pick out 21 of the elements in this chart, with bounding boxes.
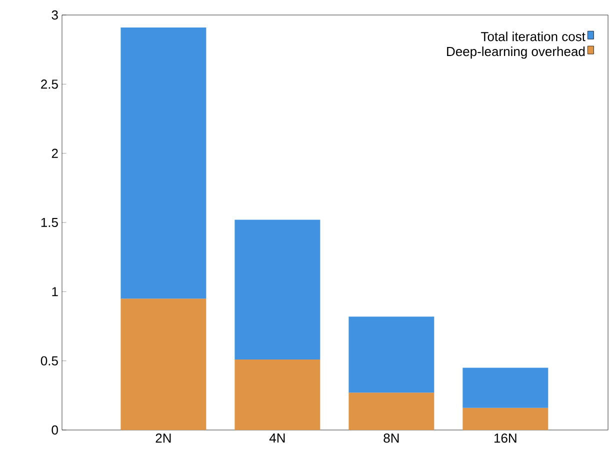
bar	[348, 316, 434, 393]
y-tick-label: 1.5	[41, 218, 58, 228]
bar	[348, 392, 434, 430]
y-tick-label: 2.5	[41, 80, 58, 89]
x-tick-label: 4N	[269, 434, 285, 442]
x-tick-label: 16N	[494, 434, 516, 443]
y-tick-label: 0.5	[40, 356, 58, 366]
bar	[120, 298, 206, 430]
bar	[234, 220, 320, 360]
y-tick-label: 3	[52, 10, 58, 20]
bar	[120, 27, 206, 299]
legend-label: Deep-learning overhead	[447, 46, 585, 59]
bar	[462, 368, 548, 408]
y-tick-label: 1	[52, 287, 58, 296]
y-tick-label: 2	[52, 148, 58, 158]
legend-label: Total iteration cost	[481, 32, 586, 42]
bar	[462, 408, 548, 430]
x-tick-label: 2N	[156, 434, 171, 443]
bar	[234, 359, 320, 430]
y-tick-label: 0	[52, 425, 58, 435]
x-tick-label: 8N	[384, 434, 399, 443]
